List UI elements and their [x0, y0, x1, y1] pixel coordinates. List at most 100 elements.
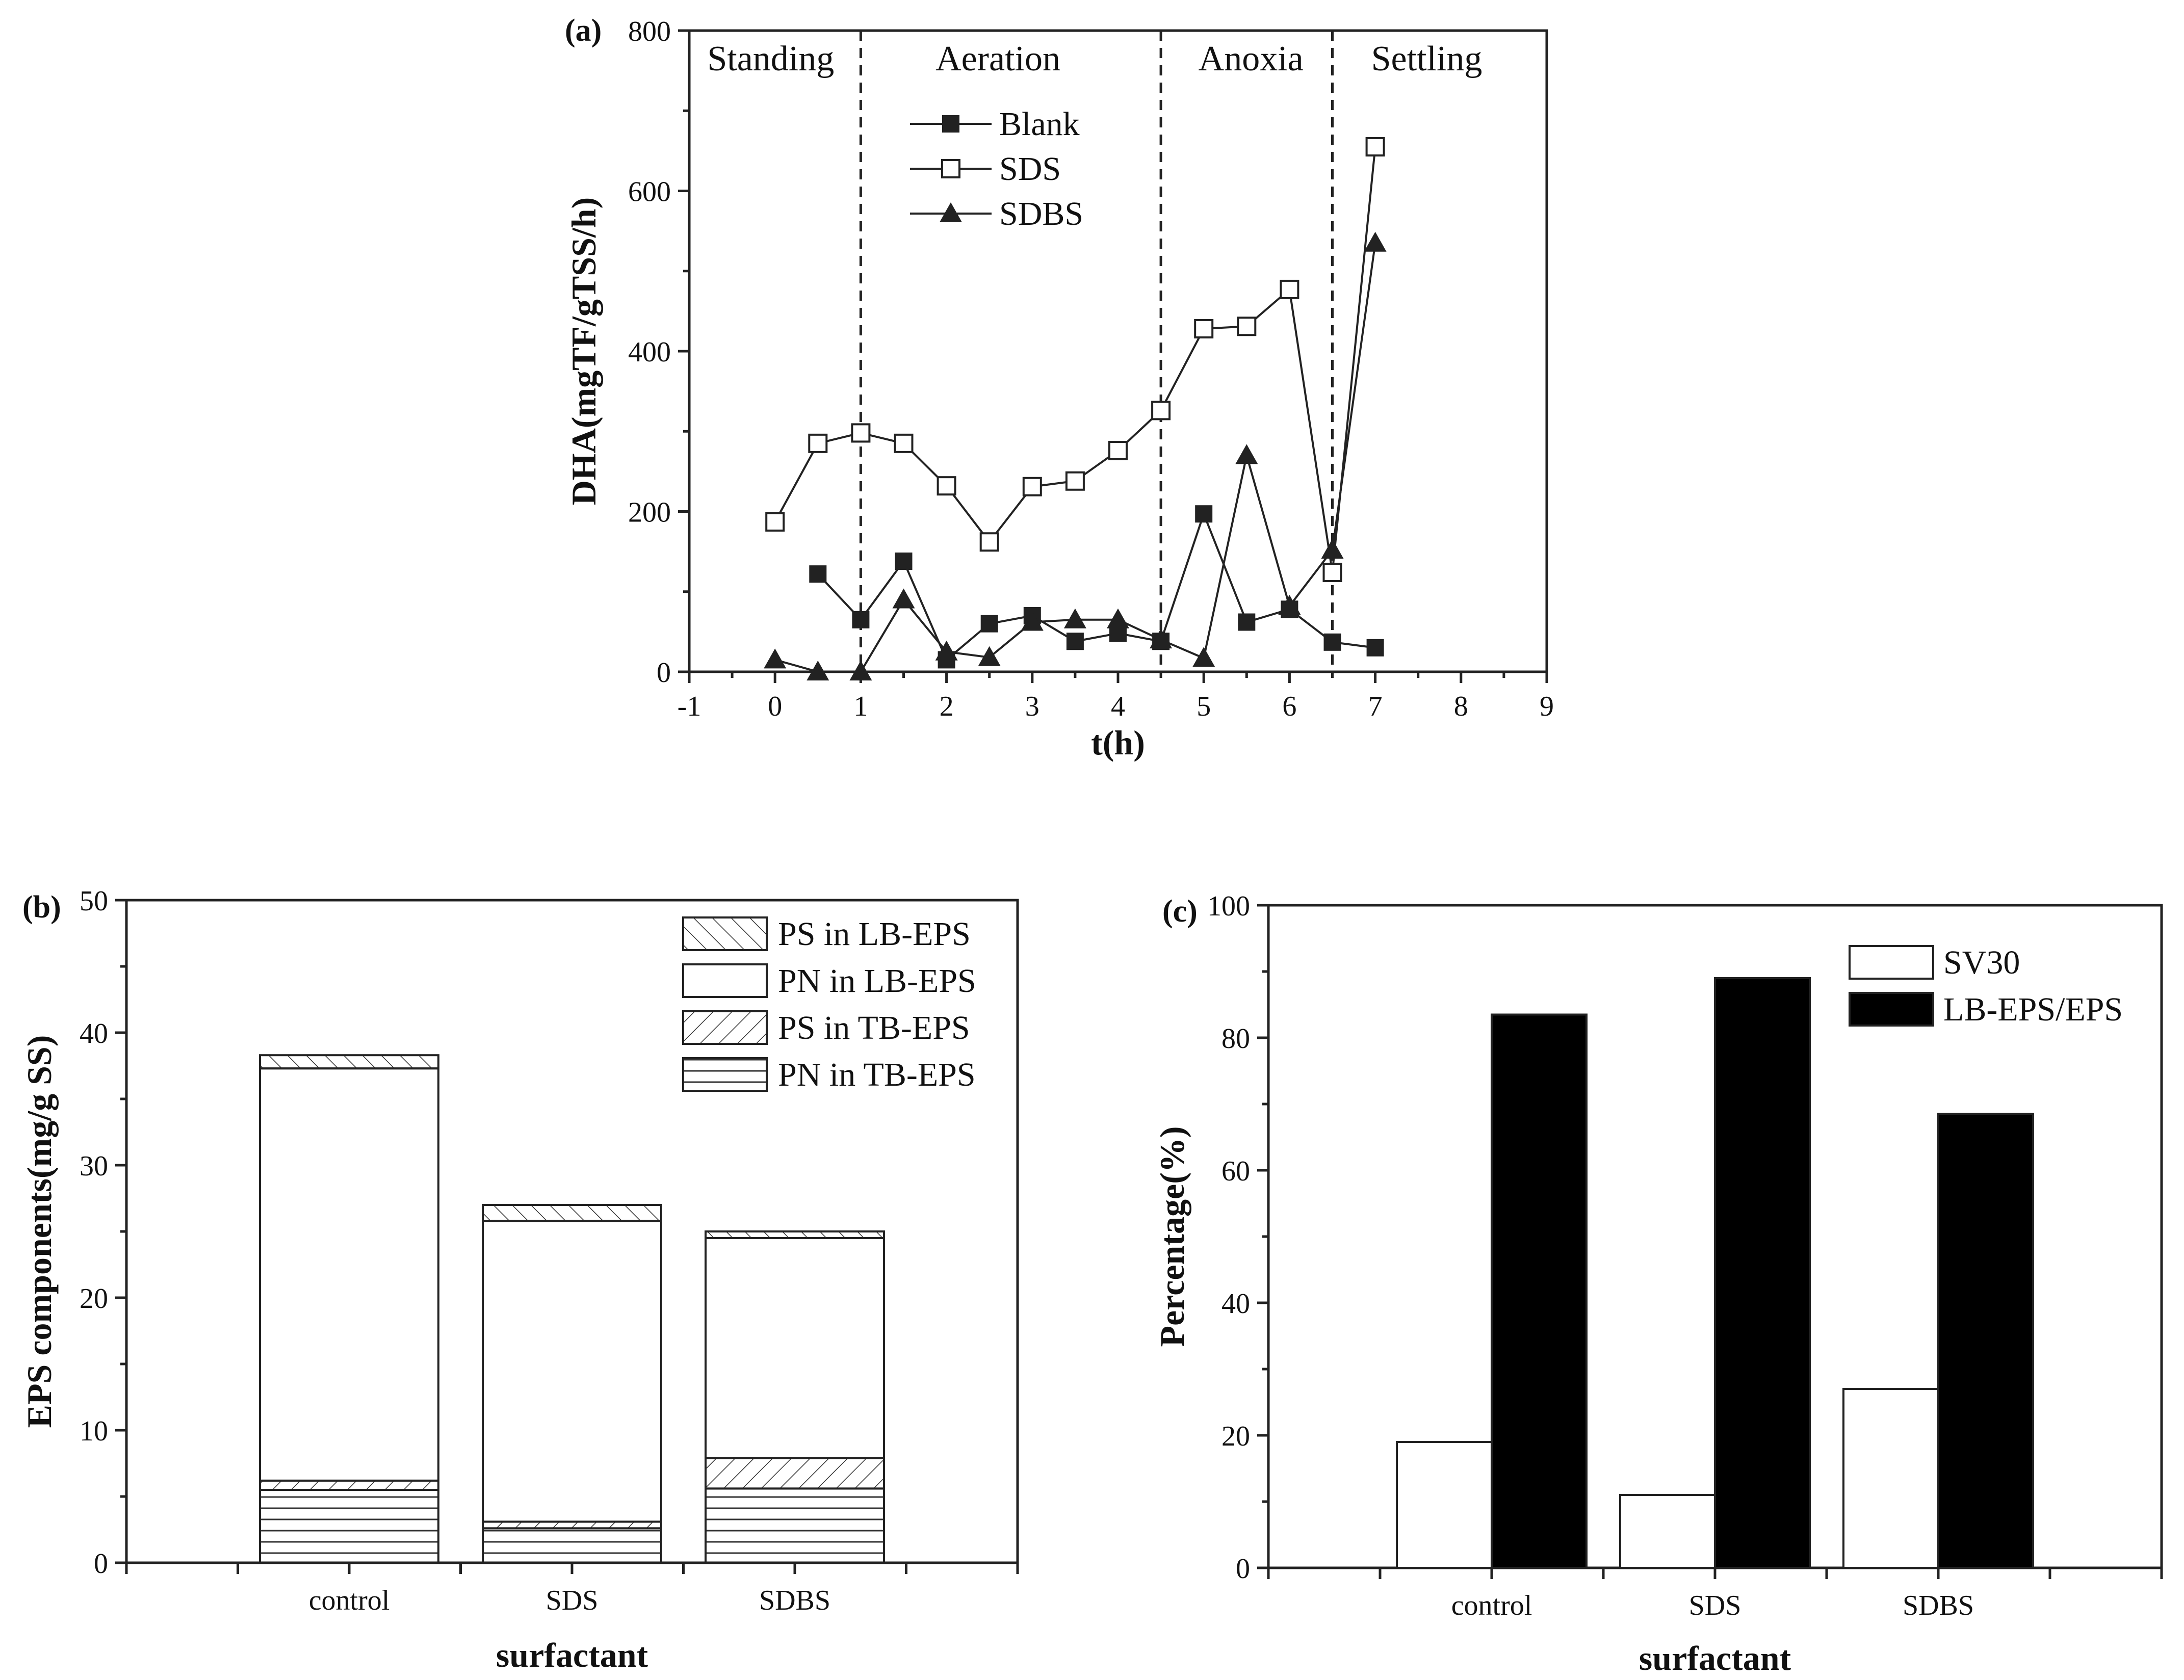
panel-c-y-axis-title: Percentage(%)	[1153, 1126, 1191, 1347]
series-sdbs	[764, 231, 1387, 680]
x-tick-label: 1	[853, 691, 868, 722]
y-tick-label: 20	[80, 1283, 108, 1315]
panel-b-bars	[259, 1054, 885, 1564]
x-tick-label: 3	[1025, 691, 1039, 722]
data-point-blank	[1366, 639, 1384, 657]
y-tick-label: 100	[1207, 890, 1250, 922]
bar-group-sdbs	[1842, 1113, 2034, 1569]
panel-c-legend: SV30 LB-EPS/EPS	[1849, 944, 2123, 1028]
bar-segment-pn-in-tb-eps	[259, 1489, 439, 1564]
legend-item-blank: Blank	[910, 106, 1080, 143]
bar-segment-ps-in-lb-eps	[482, 1204, 662, 1222]
data-point-sds	[1108, 440, 1128, 460]
x-tick-label-sdbs: SDBS	[759, 1585, 830, 1616]
panel-a-legend: Blank SDS SDBS	[910, 106, 1083, 232]
legend-label: SDS	[999, 150, 1061, 188]
data-point-sds	[1365, 137, 1385, 157]
bar-segment-pn-in-lb-eps	[259, 1067, 439, 1482]
legend-label: PN in TB-EPS	[778, 1056, 976, 1093]
x-tick-label: 2	[940, 691, 954, 722]
panel-a-label: (a)	[565, 13, 602, 48]
panel-b-label: (b)	[22, 890, 61, 925]
panel-b-legend: PS in LB-EPS PN in LB-EPS PS in TB-EPS PN i…	[682, 915, 976, 1093]
x-tick-label-sds: SDS	[1689, 1590, 1741, 1621]
x-tick-label-sds: SDS	[546, 1585, 599, 1616]
legend-marker	[942, 115, 959, 133]
data-point-blank	[1238, 613, 1256, 631]
data-point-sdbs	[849, 661, 872, 680]
data-point-sds	[765, 512, 785, 532]
legend-item-lb-eps-eps: LB-EPS/EPS	[1849, 991, 2123, 1028]
stacked-bar-sds	[482, 1204, 662, 1564]
panel-a-series	[764, 137, 1387, 680]
y-tick-label: 0	[1236, 1553, 1250, 1585]
legend-marker	[940, 202, 962, 222]
y-tick-label: 0	[94, 1548, 108, 1580]
data-point-sds	[979, 532, 999, 552]
series-line-blank	[817, 511, 1375, 662]
panel-a-dha-chart: Standing Aeration Anoxia Settling -1 0 1 2 3 4 5 6…	[564, 13, 1554, 762]
data-point-sds	[1151, 401, 1171, 421]
data-point-sdbs	[807, 661, 829, 680]
x-tick-label-control: control	[1451, 1590, 1532, 1621]
data-point-blank	[809, 565, 827, 583]
legend-item-ps-in-tb-eps: PS in TB-EPS	[682, 1009, 970, 1046]
data-point-blank	[980, 615, 998, 633]
legend-label: PN in LB-EPS	[778, 962, 976, 1000]
data-point-sds	[937, 476, 956, 496]
y-tick-label: 50	[80, 885, 108, 917]
panel-a-phase-lines	[859, 31, 1334, 672]
stacked-bar-sdbs	[705, 1230, 885, 1564]
bar-lb-eps-eps	[1491, 1013, 1588, 1569]
phase-label-settling: Settling	[1371, 39, 1483, 78]
data-point-sdbs	[1021, 611, 1044, 631]
y-tick-label: 60	[1221, 1156, 1250, 1187]
x-tick-label-control: control	[309, 1585, 390, 1616]
panel-a-y-axis-title: DHA(mgTF/gTSS/h)	[564, 197, 603, 506]
panel-b-eps-chart: 0 10 20 30 40 50 control SDS SDBS PS in LB-EPS PN…	[20, 885, 1019, 1674]
bar-sv30	[1619, 1494, 1716, 1569]
data-point-sdbs	[1107, 608, 1129, 628]
bar-segment-pn-in-tb-eps	[482, 1527, 662, 1564]
data-point-sdbs	[764, 648, 787, 669]
y-tick-label: 40	[1221, 1288, 1250, 1320]
legend-item-sdbs: SDBS	[910, 195, 1083, 232]
legend-item-pn-in-tb-eps: PN in TB-EPS	[682, 1056, 976, 1093]
bar-sv30	[1396, 1441, 1493, 1569]
x-tick-label: 5	[1197, 691, 1211, 722]
phase-label-aeration: Aeration	[935, 39, 1060, 78]
y-tick-label: 10	[80, 1415, 108, 1447]
legend-label: Blank	[999, 106, 1080, 143]
panel-c-bars	[1396, 977, 2034, 1569]
series-blank	[809, 505, 1384, 669]
data-point-sdbs	[1278, 595, 1301, 615]
x-tick-label: 6	[1282, 691, 1296, 722]
data-point-sdbs	[1150, 628, 1173, 649]
y-tick-label: 40	[80, 1018, 108, 1049]
x-tick-label-sdbs: SDBS	[1903, 1590, 1974, 1621]
x-tick-label: 7	[1368, 691, 1383, 722]
data-point-sds	[894, 433, 914, 453]
data-point-sdbs	[978, 646, 1001, 666]
x-tick-label: -1	[678, 691, 701, 722]
legend-label: PS in TB-EPS	[778, 1009, 970, 1046]
legend-swatch	[682, 916, 768, 951]
legend-swatch	[1849, 945, 1934, 980]
legend-swatch	[1849, 992, 1934, 1027]
data-point-blank	[1066, 633, 1084, 650]
data-point-sds	[851, 423, 871, 443]
panel-a-x-axis-title: t(h)	[1091, 723, 1145, 762]
bar-segment-ps-in-tb-eps	[705, 1457, 885, 1490]
data-point-sdbs	[1321, 538, 1344, 559]
bar-segment-pn-in-tb-eps	[705, 1487, 885, 1564]
x-tick-label: 0	[768, 691, 782, 722]
bar-lb-eps-eps	[1714, 977, 1811, 1569]
data-point-sds	[1065, 471, 1085, 491]
y-tick-label: 0	[657, 657, 671, 689]
bar-segment-ps-in-lb-eps	[259, 1054, 439, 1070]
legend-label: PS in LB-EPS	[778, 915, 971, 953]
data-point-sds	[1022, 477, 1042, 496]
bar-segment-pn-in-lb-eps	[482, 1220, 662, 1523]
legend-marker	[941, 159, 960, 178]
